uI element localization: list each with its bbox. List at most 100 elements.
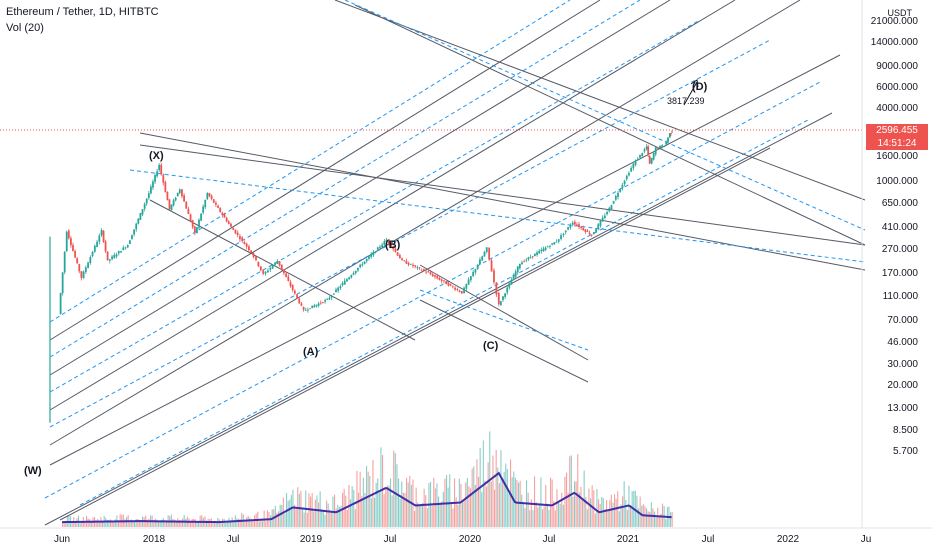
candle-body [447,282,450,286]
candle-body [200,213,202,221]
candle-body [555,241,558,243]
candle-body [617,192,619,198]
volume-bar [538,503,540,527]
volume-bar [569,456,571,527]
volume-bar [382,455,384,527]
candle-body [181,189,183,197]
candle-body [643,149,646,152]
volume-bar [180,520,182,527]
candle-body [495,282,498,295]
volume-bar [433,477,435,527]
volume-bar [279,504,281,527]
volume-bar [63,522,65,527]
volume-bar [153,521,155,527]
candle-body [72,245,74,252]
candle-body [659,145,661,148]
volume-bar [455,497,457,527]
candle-body [145,198,148,204]
volume-bar [615,499,617,527]
candle-body [529,257,532,258]
volume-bar [466,477,468,527]
candle-body [108,259,111,261]
volume-bar [239,518,241,527]
volume-bar [465,482,467,527]
volume-bar [102,520,104,527]
candle-body [330,295,333,298]
candle-body [63,251,66,273]
candle-body [474,269,477,273]
volume-bar [553,501,555,527]
volume-bar [314,499,316,527]
candle-body [518,263,521,269]
candle-body [61,272,64,294]
volume-bar [665,519,667,527]
candle-body [531,256,534,257]
candle-body [271,265,274,269]
time-tick: 2022 [776,534,800,545]
volume-bar [425,495,427,527]
volume-bar [220,522,222,527]
volume-bar [270,515,272,527]
wave-label-a: (A) [303,346,319,358]
rising-channel-line [59,147,771,521]
volume-bar [294,504,296,527]
candle-body [571,222,574,225]
volume-bar [194,519,196,527]
volume-bar [548,509,550,527]
candle-body [476,264,479,270]
volume-bar [646,508,648,527]
candle-body [652,153,655,160]
candle-body [560,235,562,240]
volume-bar [441,501,443,527]
volume-bar [556,489,558,527]
candle-body [100,230,103,236]
wave-label-c: (C) [483,340,499,352]
volume-bar [225,522,227,527]
volume-bar [90,521,92,527]
candle-body [274,262,276,265]
time-tick: 2018 [142,534,166,545]
volume-bar [223,519,225,527]
candle-body [592,232,595,235]
candle-body [533,253,536,257]
volume-bar [124,519,126,527]
candle-body [449,283,452,286]
price-tick: 650.000 [881,198,918,210]
wave-label-b: (B) [385,239,401,251]
candle-body [311,305,314,309]
volume-bar [532,510,534,527]
candle-body [569,225,572,228]
falling-channel-midline [129,169,866,263]
target-arrow [683,81,698,106]
candle-body [174,197,177,201]
volume-bar [644,506,646,527]
volume-bar [638,508,640,527]
candle-body [508,283,511,288]
volume-bar [191,518,193,527]
candle-body [164,182,167,193]
candle-body [619,189,622,192]
candle-body [346,279,348,282]
candle-body [236,232,239,236]
candle-body [654,147,657,155]
volume-bar [318,502,320,527]
candle-body [80,271,83,278]
candle-body [390,242,392,247]
candle-body [91,252,94,256]
volume-bar [174,519,176,527]
volume-bar [561,492,563,527]
candle-body [641,152,644,157]
candle-body [431,274,434,277]
candle-body [106,251,109,260]
falling-channel-line [419,299,589,383]
candle-body [667,137,669,142]
volume-bar [508,493,510,527]
candle-body [225,217,228,222]
volume-bar [361,496,363,527]
price-tick: 20.000 [887,380,918,392]
candle-body [465,284,468,289]
volume-bar [612,502,614,527]
volume-bar [276,512,278,527]
candle-body [445,281,448,285]
